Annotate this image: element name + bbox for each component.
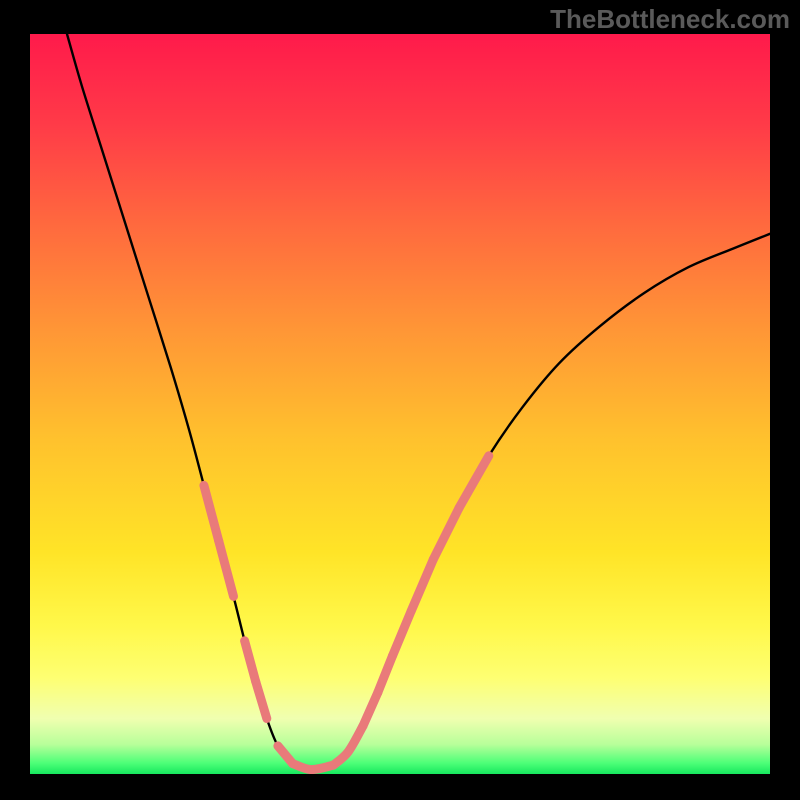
stage: TheBottleneck.com xyxy=(0,0,800,800)
bottleneck-chart xyxy=(0,0,800,800)
plot-gradient-background xyxy=(30,34,770,774)
